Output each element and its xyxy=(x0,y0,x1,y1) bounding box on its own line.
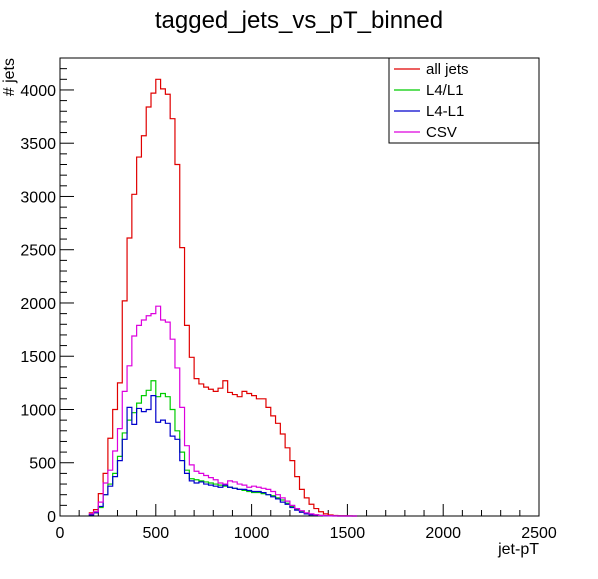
series-line-all-jets xyxy=(88,78,357,517)
x-tick-label: 500 xyxy=(142,525,169,542)
plot-frame xyxy=(59,57,540,517)
x-tick-label: 2000 xyxy=(425,525,461,542)
series-line-l4-l1 xyxy=(88,395,357,517)
legend-box xyxy=(388,57,540,144)
x-tick-label: 2500 xyxy=(521,525,557,542)
y-tick-label: 1500 xyxy=(20,349,56,366)
y-tick-label: 3000 xyxy=(20,189,56,206)
x-tick-label: 0 xyxy=(56,525,65,542)
y-tick-label: 3500 xyxy=(20,136,56,153)
legend-label: all jets xyxy=(426,61,469,78)
x-tick-label: 1000 xyxy=(234,525,270,542)
y-tick-label: 2500 xyxy=(20,243,56,260)
legend-label: L4-L1 xyxy=(426,103,464,120)
legend-label: CSV xyxy=(426,124,457,141)
series-line-csv xyxy=(88,305,357,517)
y-tick-label: 4000 xyxy=(20,83,56,100)
y-tick-label: 2000 xyxy=(20,296,56,313)
x-axis: 0 500 1000 1500 2000 2500 xyxy=(56,504,557,542)
y-tick-label: 1000 xyxy=(20,402,56,419)
legend-label: L4/L1 xyxy=(426,82,464,99)
y-tick-label: 500 xyxy=(29,456,56,473)
series-group xyxy=(88,78,357,517)
legend: all jets L4/L1 L4-L1 CSV xyxy=(388,57,540,144)
x-tick-label: 1500 xyxy=(330,525,366,542)
y-axis: 0 500 1000 1500 2000 2500 3000 3500 4000 xyxy=(20,68,74,526)
chart-title: tagged_jets_vs_pT_binned xyxy=(155,7,443,34)
series-line-l4-l1 xyxy=(88,380,357,517)
x-axis-label: jet-pT xyxy=(497,541,539,558)
y-tick-label: 0 xyxy=(47,509,56,526)
y-axis-label: # jets xyxy=(1,58,18,96)
